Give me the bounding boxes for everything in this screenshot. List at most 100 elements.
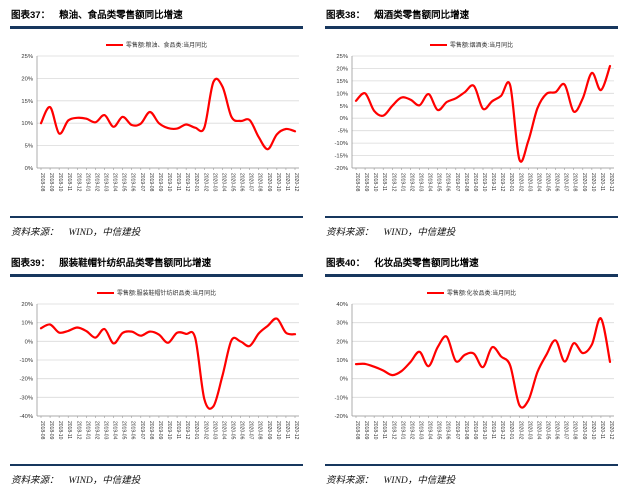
x-tick-label: 2018-08: [39, 173, 45, 192]
x-tick-label: 2019-04: [112, 421, 118, 440]
x-tick-label: 2018-10: [372, 421, 378, 440]
x-tick-label: 2020-11: [599, 421, 605, 439]
x-tick-label: 2020-05: [545, 421, 551, 440]
x-tick-label: 2018-12: [75, 421, 81, 440]
x-tick-label: 2019-11: [175, 173, 181, 191]
x-tick-label: 2020-04: [535, 421, 541, 440]
x-tick-label: 2020-03: [526, 421, 532, 440]
y-tick-label: -10%: [334, 395, 348, 401]
y-tick-label: 20%: [21, 302, 33, 308]
x-axis-labels: 2018-08 2018-09 2018-10 2018-11 2018-12 2019-…: [354, 167, 614, 192]
source-label: 资料来源：: [11, 227, 59, 238]
chart-legend: 零售额:服装鞋帽针纺织品类:当月同比: [10, 287, 303, 299]
y-tick-label: 5%: [340, 103, 348, 109]
x-tick-label: 2019-12: [184, 173, 190, 192]
title-divider: [325, 26, 618, 29]
x-tick-label: 2019-03: [418, 173, 424, 192]
series-line: [39, 77, 297, 150]
x-tick-label: 2020-01: [508, 421, 514, 440]
x-axis-labels: 2018-08 2018-09 2018-10 2018-11 2018-12 2019-…: [354, 415, 614, 440]
x-tick-label: 2018-08: [354, 173, 360, 192]
figure-label: 图表37：: [11, 10, 51, 21]
x-tick-label: 2020-01: [193, 173, 199, 192]
x-tick-label: 2019-06: [445, 421, 451, 440]
y-tick-label: -15%: [334, 153, 348, 159]
x-tick-label: 2020-02: [517, 173, 523, 192]
x-tick-label: 2020-06: [554, 421, 560, 440]
x-tick-label: 2020-07: [248, 421, 254, 440]
x-tick-label: 2019-11: [490, 173, 496, 191]
x-tick-label: 2020-03: [526, 173, 532, 192]
x-tick-label: 2020-05: [230, 421, 236, 440]
figure-panel-39: 图表39： 服装鞋帽针纺织品类零售额同比增速 零售额:服装鞋帽针纺织品类:当月同…: [0, 248, 315, 495]
x-tick-label: 2018-09: [363, 421, 369, 440]
line-chart: 40%30%20%10%0%-10%-20%2018-08 2018-09 2018…: [334, 302, 614, 440]
x-tick-label: 2018-08: [354, 421, 360, 440]
x-tick-label: 2019-10: [166, 173, 172, 192]
x-tick-label: 2019-04: [427, 421, 433, 440]
x-tick-label: 2020-04: [535, 173, 541, 192]
x-tick-label: 2020-02: [517, 421, 523, 440]
x-tick-label: 2019-01: [84, 173, 90, 192]
x-tick-label: 2020-01: [193, 421, 199, 440]
y-tick-label: 10%: [21, 320, 33, 326]
title-divider: [10, 274, 303, 277]
x-tick-label: 2019-02: [93, 421, 99, 440]
x-tick-label: 2020-12: [293, 173, 299, 192]
legend-line-swatch: [426, 291, 444, 294]
series-line: [39, 316, 297, 410]
chart-area: 零售额:服装鞋帽针纺织品类:当月同比 20% 10% 0% -10% -20% -30% -…: [10, 287, 303, 463]
x-tick-label: 2018-09: [363, 173, 369, 192]
x-tick-label: 2019-01: [84, 421, 90, 440]
x-tick-label: 2019-11: [175, 421, 181, 439]
x-tick-label: 2018-10: [57, 173, 63, 192]
x-tick-label: 2020-06: [239, 421, 245, 440]
x-tick-label: 2018-11: [381, 421, 387, 439]
x-tick-label: 2020-01: [508, 173, 514, 192]
y-tick-label: -20%: [19, 376, 33, 382]
y-tick-label: -40%: [19, 414, 33, 420]
chart-area: 零售额:粮油、食品类:当月同比 25% 20% 15% 10% 5% 0% 2018-08 2…: [10, 39, 303, 215]
y-tick-label: -5%: [338, 128, 348, 134]
y-tick-label: -20%: [334, 414, 348, 420]
figure-panel-38: 图表38： 烟酒类零售额同比增速 零售额:烟酒类:当月同比 25% 20% 15% 1…: [315, 0, 630, 248]
legend-label: 零售额:化妆品类:当月同比: [446, 291, 517, 297]
line-chart: 25%20%15%10%5%0%-5%-10%-15%-20%2018-08 20…: [334, 54, 614, 192]
y-axis-labels: 20% 10% 0% -10% -20% -30% -40%: [19, 302, 33, 420]
x-tick-label: 2019-09: [157, 421, 163, 440]
x-tick-label: 2020-08: [257, 173, 263, 192]
gridlines: [37, 55, 299, 168]
x-tick-label: 2019-06: [130, 173, 136, 192]
x-tick-label: 2020-10: [275, 421, 281, 440]
x-tick-label: 2019-12: [499, 173, 505, 192]
x-tick-label: 2019-10: [481, 421, 487, 440]
y-tick-label: 20%: [21, 76, 33, 82]
y-tick-label: 20%: [336, 339, 348, 345]
x-tick-label: 2018-11: [381, 173, 387, 191]
x-tick-label: 2019-02: [93, 173, 99, 192]
source-label: 资料来源：: [326, 227, 374, 238]
x-tick-label: 2020-08: [257, 421, 263, 440]
x-tick-label: 2020-03: [211, 173, 217, 192]
chart-legend: 零售额:化妆品类:当月同比: [325, 287, 618, 299]
y-tick-label: 15%: [21, 98, 33, 104]
x-tick-label: 2019-08: [463, 173, 469, 192]
y-tick-label: 20%: [336, 66, 348, 72]
figure-title-text: 化妆品类零售额同比增速: [374, 258, 479, 269]
x-tick-label: 2020-07: [563, 421, 569, 440]
y-tick-label: 25%: [21, 54, 33, 60]
line-chart: 20%10%0%-10%-20%-30%-40%2018-08 2018-09 20…: [19, 302, 299, 440]
legend-label: 零售额:粮油、食品类:当月同比: [125, 43, 208, 49]
chart-legend: 零售额:粮油、食品类:当月同比: [10, 39, 303, 51]
x-tick-label: 2019-03: [103, 421, 109, 440]
gridlines: [37, 303, 299, 416]
x-tick-label: 2019-12: [184, 421, 190, 440]
x-tick-label: 2020-11: [599, 173, 605, 191]
x-tick-label: 2019-06: [445, 173, 451, 192]
x-tick-label: 2020-09: [266, 173, 272, 192]
x-tick-label: 2020-07: [563, 173, 569, 192]
source-divider: [325, 215, 618, 218]
x-tick-label: 2019-01: [399, 173, 405, 192]
x-tick-label: 2018-12: [390, 421, 396, 440]
x-tick-label: 2019-07: [139, 173, 145, 192]
